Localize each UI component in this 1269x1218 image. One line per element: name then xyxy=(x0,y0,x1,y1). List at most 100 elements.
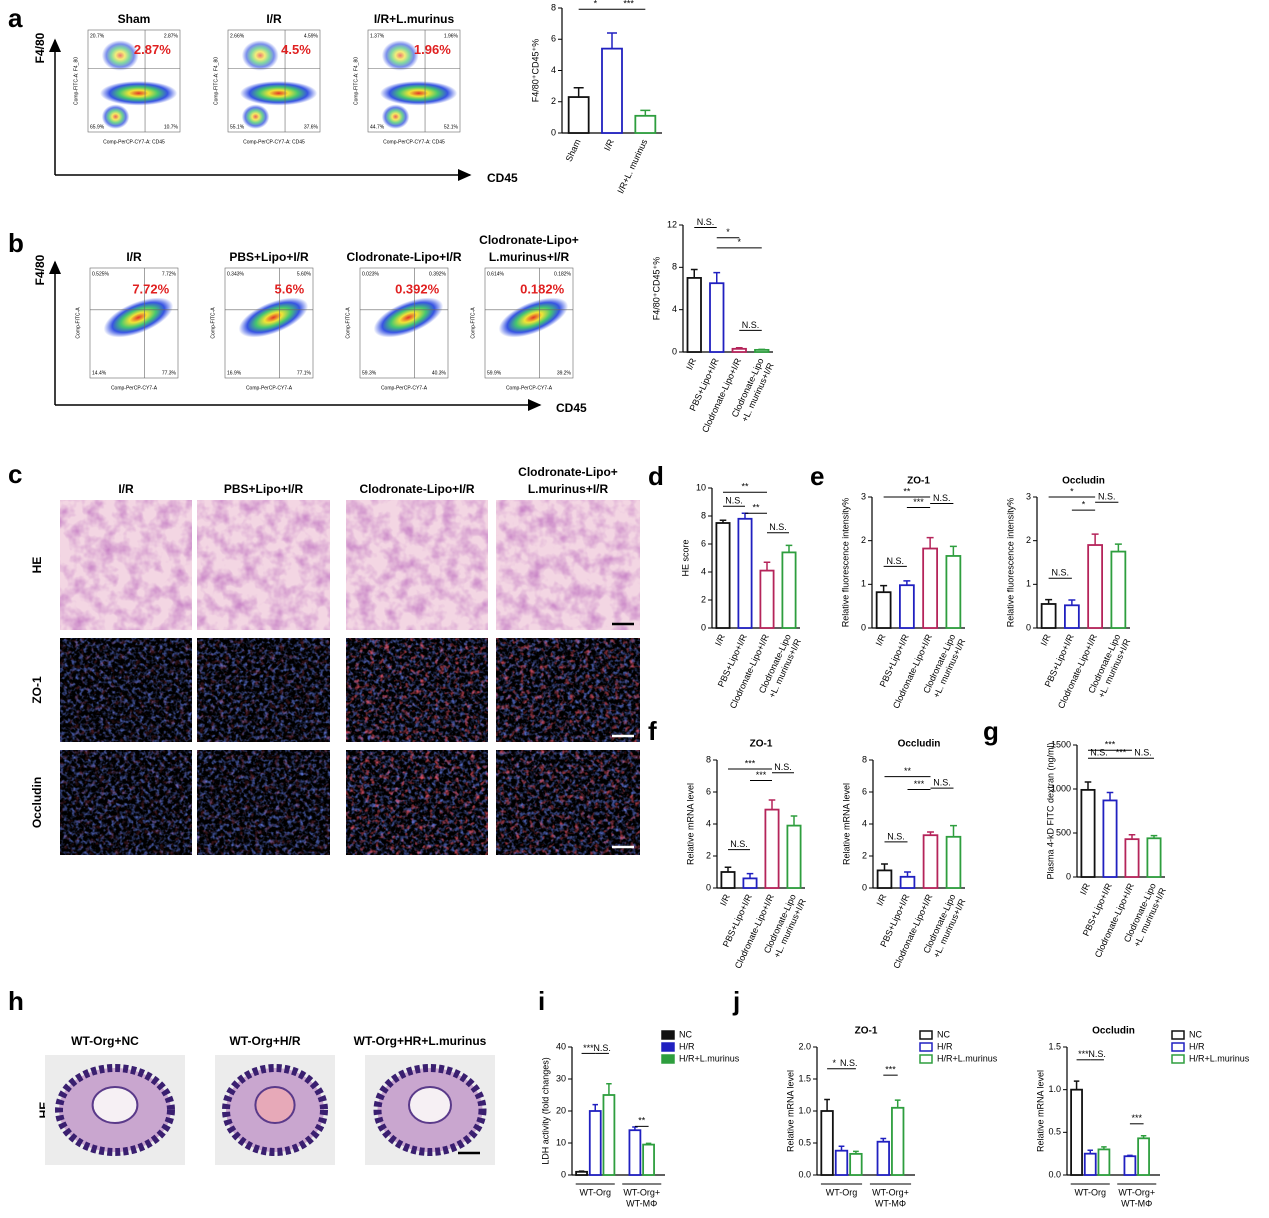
plot-axis-label: Comp-PerCP-CY7-A: CD45 xyxy=(383,139,445,145)
x-tick-label: I/R xyxy=(875,892,889,907)
y-tick-label: 8 xyxy=(672,262,677,272)
bar xyxy=(945,835,962,889)
chart-title: ZO-1 xyxy=(907,476,930,487)
y-tick-label: 500 xyxy=(1056,827,1071,837)
chart-title: Occludin xyxy=(1092,1026,1135,1037)
y-tick-label: 0 xyxy=(561,1169,566,1179)
sig-label: N.S. xyxy=(1098,492,1116,502)
quadrant-label: 59.3% xyxy=(362,370,377,376)
quadrant-label: 1.37% xyxy=(370,33,385,39)
row-label: Occludin xyxy=(30,777,44,828)
plot-axis-label: Comp-FITC-A xyxy=(75,307,81,339)
error-bar xyxy=(713,271,721,284)
y-tick-label: 1 xyxy=(861,579,866,589)
error-bar xyxy=(880,1137,887,1142)
quadrant-label: 52.1% xyxy=(444,124,459,130)
sig-label: N.S. xyxy=(1134,748,1152,758)
y-tick-label: 0.0 xyxy=(798,1169,811,1179)
error-bar xyxy=(1114,543,1122,552)
sig-label: * xyxy=(594,0,598,9)
y-tick-label: 2 xyxy=(861,535,866,545)
he-texture xyxy=(60,500,192,630)
error-bar xyxy=(632,1126,638,1131)
column-title: I/R xyxy=(118,482,134,496)
panel-letter: b xyxy=(8,228,24,258)
gate-percent: 0.392% xyxy=(395,281,440,296)
bar xyxy=(628,1129,642,1176)
x-tick-label: I/R xyxy=(1039,632,1053,647)
he-texture xyxy=(346,500,488,630)
quadrant-label: 5.60% xyxy=(297,271,312,277)
sig-label: ** xyxy=(638,1116,646,1126)
x-tick-label: I/R xyxy=(874,632,888,647)
quadrant-label: 14.4% xyxy=(92,370,107,376)
row-label: ZO-1 xyxy=(30,676,44,704)
panel-letter: g xyxy=(983,716,999,746)
y-tick-label: 1.0 xyxy=(798,1105,811,1115)
lumen xyxy=(254,1086,296,1124)
sig-label: N.S. xyxy=(840,1058,858,1068)
sig-label: N.S. xyxy=(769,522,787,532)
quadrant-label: 20.7% xyxy=(90,33,105,39)
legend-label: H/R+L.murinus xyxy=(1189,1053,1250,1063)
bar xyxy=(1097,1148,1111,1176)
quadrant-label: 77.3% xyxy=(162,370,177,376)
sig-label: * xyxy=(726,227,730,237)
y-tick-label: 4 xyxy=(672,304,677,314)
y-tick-label: 6 xyxy=(862,786,867,796)
sig-label: N.S. xyxy=(1051,568,1069,578)
column-title: L.murinus+I/R xyxy=(528,482,609,496)
legend-label: NC xyxy=(1189,1029,1202,1039)
sig-label: N.S. xyxy=(933,493,951,503)
y-tick-label: 0 xyxy=(706,882,711,892)
sig-label: N.S. xyxy=(886,556,904,566)
density xyxy=(238,297,309,338)
error-bar xyxy=(735,347,743,349)
bar xyxy=(899,584,915,629)
y-tick-label: 1 xyxy=(1026,579,1031,589)
gate-percent: 4.5% xyxy=(281,42,311,57)
error-bar xyxy=(606,1083,612,1095)
y-tick-label: 0 xyxy=(701,622,706,632)
x-tick-label: Sham xyxy=(564,138,583,164)
bar xyxy=(686,277,702,353)
sig-label: * xyxy=(833,1058,837,1068)
plot-axis-label: Comp-PerCP-CY7-A xyxy=(111,385,158,391)
y-tick-label: 2 xyxy=(1026,535,1031,545)
error-bar xyxy=(1045,598,1053,604)
error-bar xyxy=(719,519,727,523)
sig-label: N.S. xyxy=(725,496,743,506)
x-tick-label: WT-MΦ xyxy=(626,1198,657,1208)
column-title: WT-Org+HR+L.murinus xyxy=(354,1034,487,1048)
y-tick-label: 4 xyxy=(701,566,706,576)
plot-axis-label: Comp-PerCP-CY7-A: CD45 xyxy=(103,139,165,145)
sig-label: N.S. xyxy=(593,1043,611,1053)
fluor-signal xyxy=(496,750,640,855)
error-bar xyxy=(1084,781,1092,790)
y-tick-label: 1.5 xyxy=(1048,1041,1061,1051)
y-tick-label: 10 xyxy=(696,482,706,492)
error-bar xyxy=(592,1103,598,1111)
plot-axis-label: Comp-PerCP-CY7-A xyxy=(506,385,553,391)
error-bar xyxy=(1068,599,1076,606)
y-tick-label: 6 xyxy=(701,538,706,548)
plot-axis-label: Comp-FITC-A xyxy=(345,307,351,339)
y-tick-label: 3 xyxy=(861,491,866,501)
y-tick-label: 2 xyxy=(706,850,711,860)
quadrant-label: 0.614% xyxy=(487,271,505,277)
quadrant-label: 2.87% xyxy=(164,33,179,39)
fluor-signal xyxy=(346,638,488,742)
legend-label: H/R xyxy=(937,1041,953,1051)
error-bar xyxy=(824,1098,830,1111)
axis-title: F4/80 xyxy=(33,254,47,285)
legend-label: NC xyxy=(679,1029,692,1039)
error-bar xyxy=(640,109,651,116)
bar xyxy=(781,551,797,629)
bar xyxy=(1080,788,1096,878)
x-tick-label: WT-MΦ xyxy=(875,1198,906,1208)
sig-label: *** xyxy=(885,1065,896,1075)
y-tick-label: 30 xyxy=(556,1073,566,1083)
legend-label: H/R xyxy=(1189,1041,1205,1051)
plot-axis-label: Comp-FITC-A: F4_80 xyxy=(213,57,219,105)
